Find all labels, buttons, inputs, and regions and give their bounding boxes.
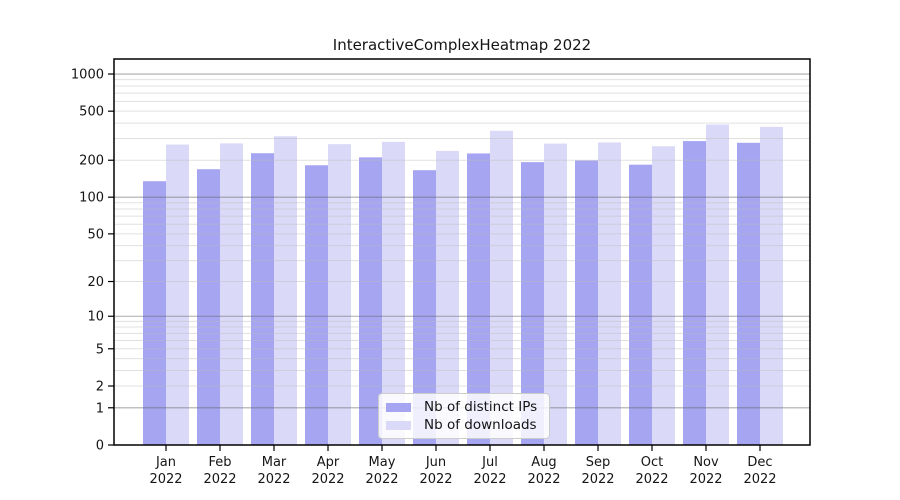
bar-downloads-nov	[706, 124, 729, 445]
x-tick-label-month: Feb	[208, 455, 231, 470]
x-tick-label-year: 2022	[743, 472, 776, 487]
bar-downloads-apr	[328, 144, 351, 445]
bar-downloads-mar	[274, 136, 297, 445]
y-tick-label: 500	[79, 105, 104, 120]
y-tick-label: 1	[96, 401, 104, 416]
legend-label-downloads: Nb of downloads	[424, 417, 537, 433]
x-axis: Jan 2022 Feb 2022 Mar 2022 Apr 2022 May 2022 Jun 20…	[149, 445, 777, 487]
x-tick-label-year: 2022	[635, 472, 668, 487]
x-tick-label-month: Oct	[641, 455, 663, 470]
bar-distinct-ips-feb	[197, 169, 220, 445]
x-tick-label-year: 2022	[419, 472, 452, 487]
bar-downloads-may	[382, 141, 405, 445]
y-tick-label: 200	[79, 154, 104, 169]
bar-distinct-ips-jan	[143, 181, 166, 445]
bar-distinct-ips-oct	[629, 164, 652, 445]
bar-downloads-feb	[220, 143, 243, 445]
gridlines	[114, 73, 810, 409]
bar-downloads-jun	[436, 150, 459, 445]
x-tick-label-month: Jan	[155, 455, 176, 470]
bar-distinct-ips-jul	[467, 153, 490, 445]
bar-downloads-aug	[544, 143, 567, 445]
bar-downloads-sep	[598, 142, 621, 445]
y-tick-label: 100	[79, 191, 104, 206]
bar-distinct-ips-aug	[521, 162, 544, 445]
bar-distinct-ips-sep	[575, 160, 598, 446]
bars	[143, 124, 783, 446]
y-tick-label: 2	[96, 380, 104, 395]
bar-distinct-ips-apr	[305, 165, 328, 445]
chart-title: InteractiveComplexHeatmap 2022	[332, 36, 592, 54]
x-tick-label-month: Apr	[317, 455, 340, 470]
x-tick-label-month: Jun	[425, 455, 446, 470]
y-tick-label: 0	[96, 439, 104, 454]
x-tick-label-month: Aug	[531, 455, 556, 470]
x-tick-label-month: Dec	[747, 455, 772, 470]
x-tick-label-month: Nov	[693, 455, 719, 470]
legend-item-distinct-ips: Nb of distinct IPs	[386, 398, 549, 416]
x-tick-label-year: 2022	[689, 472, 722, 487]
x-tick-label-month: May	[369, 455, 396, 470]
bar-downloads-oct	[652, 146, 675, 445]
x-tick-label-year: 2022	[203, 472, 236, 487]
legend-label-distinct-ips: Nb of distinct IPs	[424, 399, 538, 415]
bar-downloads-jul	[490, 130, 513, 445]
x-tick-label-year: 2022	[473, 472, 506, 487]
x-tick-label-month: Sep	[586, 455, 611, 470]
bar-distinct-ips-dec	[737, 142, 760, 445]
y-tick-label: 5	[96, 342, 104, 357]
bar-distinct-ips-mar	[251, 153, 274, 445]
axes-spines	[113, 58, 811, 446]
x-tick-label-year: 2022	[257, 472, 290, 487]
legend: Nb of distinct IPs Nb of downloads	[378, 393, 550, 439]
y-tick-label: 20	[87, 275, 104, 290]
legend-swatch-downloads	[386, 420, 411, 430]
bar-downloads-dec	[760, 126, 783, 445]
bar-distinct-ips-may	[359, 157, 382, 446]
x-tick-label-year: 2022	[581, 472, 614, 487]
legend-swatch-distinct-ips	[386, 402, 411, 412]
x-tick-label-month: Mar	[262, 455, 287, 470]
bar-distinct-ips-nov	[683, 141, 706, 445]
y-tick-label: 1000	[71, 68, 104, 83]
x-tick-label-year: 2022	[311, 472, 344, 487]
y-tick-label: 10	[87, 310, 104, 325]
x-tick-label-month: Jul	[481, 455, 498, 470]
y-tick-label: 50	[87, 227, 104, 242]
bar-distinct-ips-jun	[413, 170, 436, 445]
x-tick-label-year: 2022	[527, 472, 560, 487]
x-tick-label-year: 2022	[149, 472, 182, 487]
x-tick-label-year: 2022	[365, 472, 398, 487]
bar-downloads-jan	[166, 144, 189, 445]
legend-item-downloads: Nb of downloads	[386, 416, 549, 434]
